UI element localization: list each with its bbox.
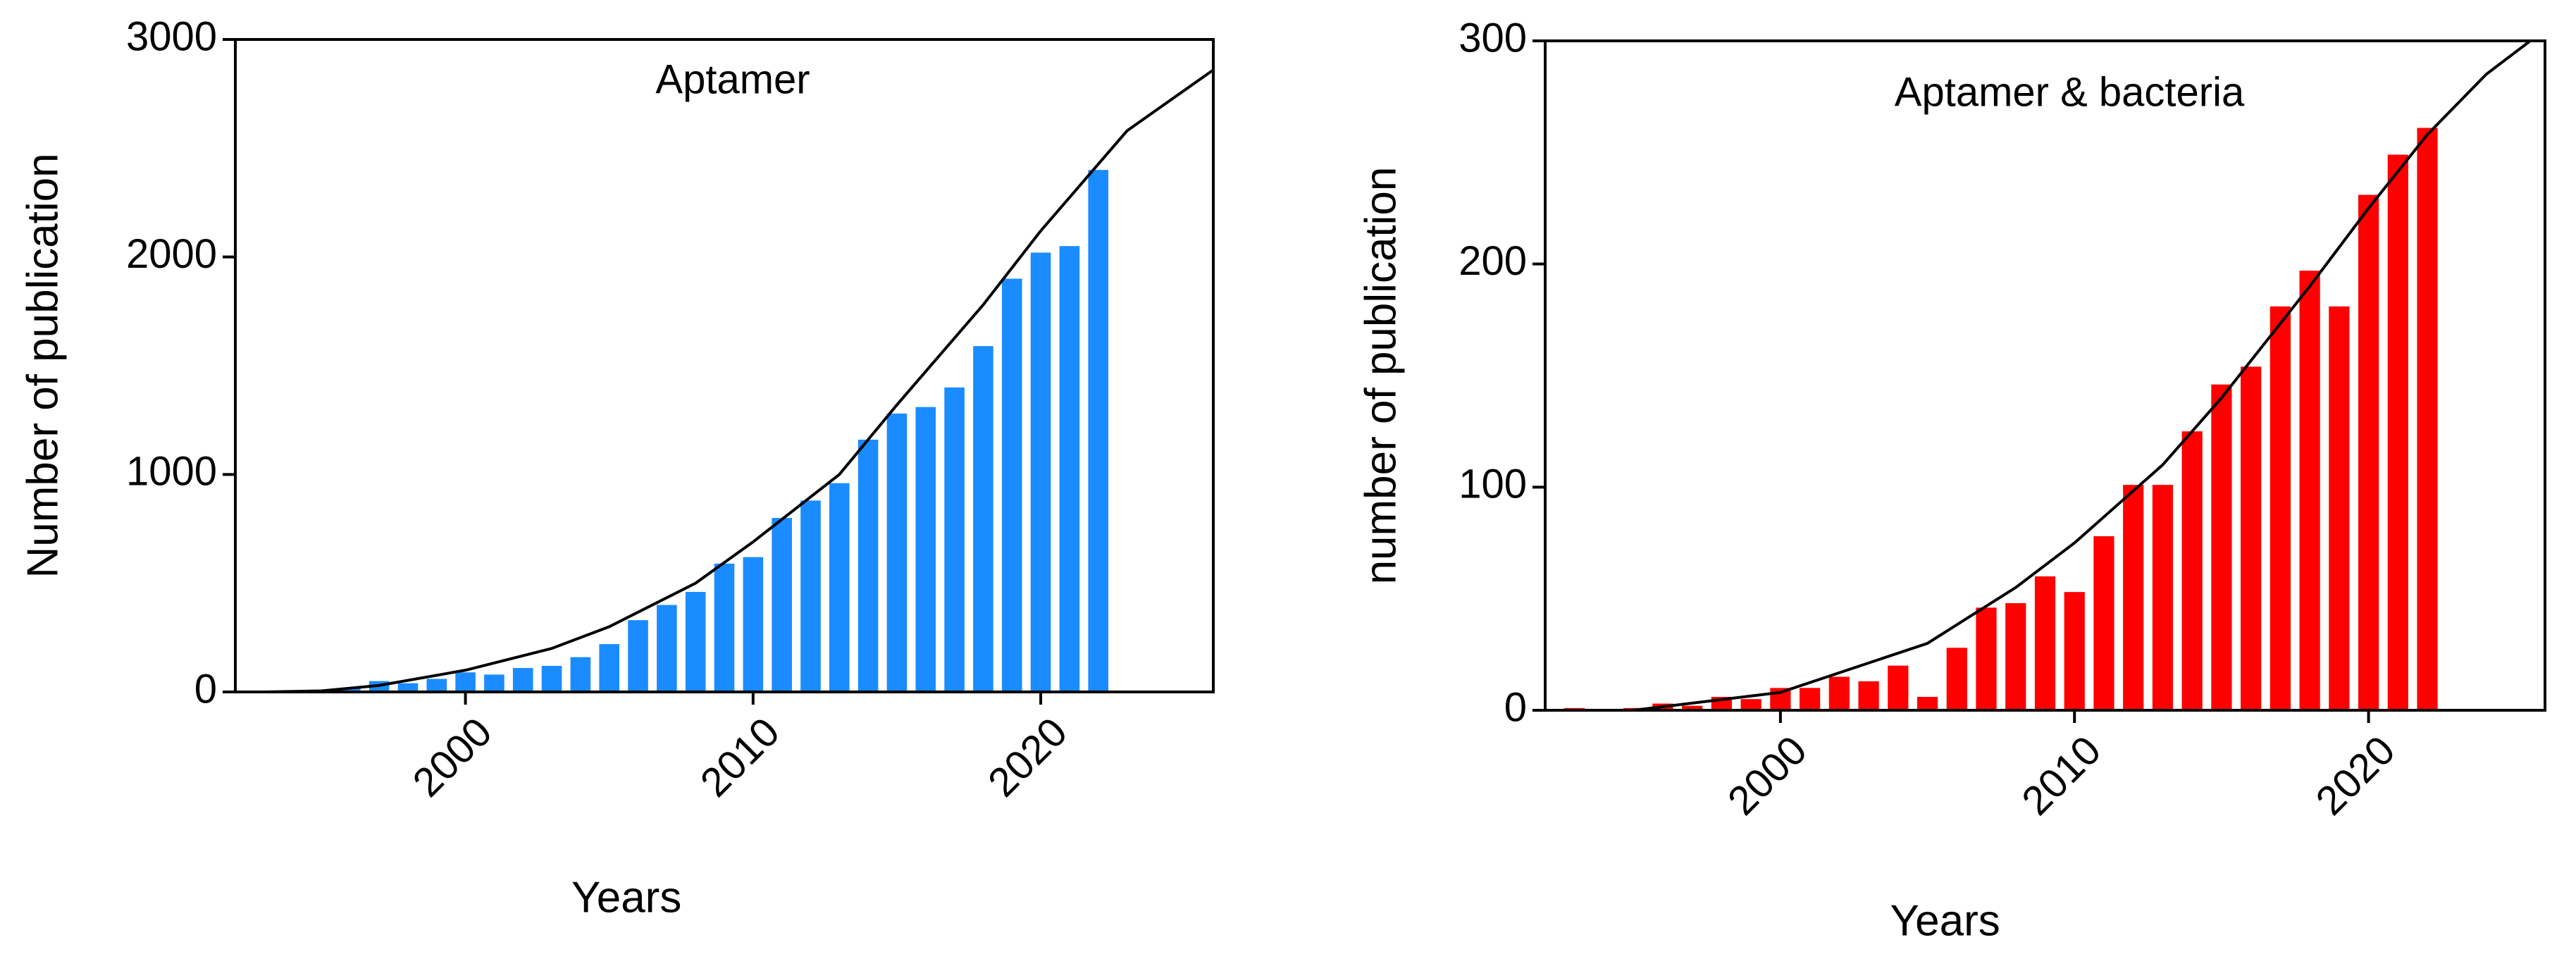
- bar: [886, 413, 908, 692]
- y-tick-label: 300: [1459, 15, 1527, 61]
- bar: [743, 557, 764, 692]
- bar: [915, 407, 936, 692]
- chart: 0 100 200 300 2000 2010 2020 Aptamer & bacteria…: [1356, 15, 2546, 945]
- bar: [2358, 194, 2379, 710]
- y-axis-label: number of publication: [1356, 167, 1405, 585]
- y-tick-label: 200: [1459, 238, 1527, 284]
- bar: [2270, 306, 2291, 710]
- y-tick-label: 2000: [126, 231, 217, 277]
- bar: [484, 674, 504, 692]
- bar: [2211, 384, 2232, 710]
- bar: [1800, 688, 1821, 710]
- x-tick-label: 2010: [692, 709, 788, 805]
- x-axis-label: Years: [1890, 896, 2000, 945]
- bar: [800, 500, 821, 692]
- bar: [455, 672, 476, 692]
- bar: [1976, 607, 1997, 710]
- bar: [1916, 697, 1938, 710]
- bar: [1828, 676, 1850, 710]
- bar: [2034, 576, 2056, 710]
- bar: [340, 687, 361, 692]
- fit-curve: [264, 68, 1213, 692]
- bar: [2329, 306, 2350, 710]
- bar: [2123, 485, 2144, 710]
- bar: [599, 644, 619, 692]
- y-tick-label: 1000: [126, 449, 217, 495]
- bar: [973, 346, 993, 692]
- bar: [2005, 603, 2026, 710]
- bar: [541, 665, 562, 692]
- bar: [2181, 431, 2203, 710]
- chart-title: Aptamer & bacteria: [1895, 69, 2245, 115]
- bar: [2241, 366, 2262, 710]
- bar: [685, 592, 706, 692]
- bar: [657, 605, 677, 692]
- bar: [857, 439, 879, 692]
- bar: [944, 387, 965, 692]
- bar: [1088, 170, 1108, 692]
- bar: [2387, 154, 2408, 710]
- bar: [772, 518, 792, 692]
- x-tick-label: 2010: [2013, 727, 2110, 824]
- bar: [1059, 246, 1080, 692]
- bar: [714, 563, 735, 692]
- y-tick-label: 0: [194, 666, 217, 712]
- x-tick-label: 2020: [2307, 727, 2403, 824]
- bar: [1858, 681, 1879, 710]
- bar: [2093, 536, 2114, 710]
- bar: [2417, 128, 2438, 710]
- bar: [1888, 665, 1909, 710]
- bar: [570, 657, 591, 692]
- bar: [1001, 278, 1022, 692]
- bar: [426, 679, 447, 692]
- fit-curve: [1633, 41, 2532, 710]
- bar: [1740, 699, 1761, 710]
- bar: [1682, 705, 1703, 710]
- bar: [1946, 648, 1967, 710]
- x-axis-label: Years: [571, 873, 681, 922]
- bar: [2299, 271, 2320, 711]
- x-tick-label: 2000: [1719, 727, 1816, 824]
- y-tick-label: 3000: [126, 13, 217, 59]
- y-tick-label: 0: [1504, 684, 1527, 730]
- bar: [2064, 592, 2085, 710]
- bar: [1030, 252, 1051, 692]
- y-axis-label: Number of publication: [18, 153, 67, 578]
- x-tick-label: 2020: [979, 709, 1076, 805]
- chart-title: Aptamer: [655, 56, 810, 102]
- bar: [829, 483, 850, 692]
- bar: [628, 620, 648, 692]
- y-tick-label: 100: [1459, 462, 1527, 507]
- bar: [397, 683, 419, 692]
- chart: 0 1000 2000 3000 2000 2010 2020 Aptamer Years Num…: [18, 13, 1215, 922]
- bar: [2152, 485, 2174, 710]
- x-tick-label: 2000: [404, 709, 500, 805]
- bar: [512, 668, 533, 692]
